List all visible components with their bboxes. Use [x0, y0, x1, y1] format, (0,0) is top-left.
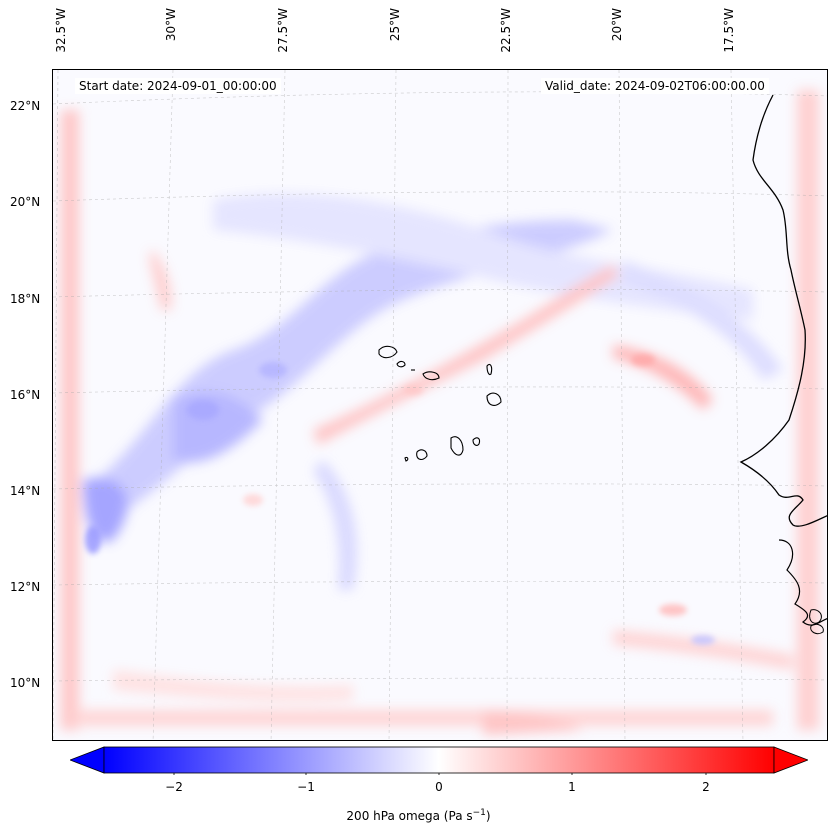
lon-label-27.5w: 27.5°W — [276, 8, 290, 53]
island-boa-vista — [486, 392, 502, 406]
colorbar-body — [103, 746, 775, 774]
island-maio — [472, 437, 481, 446]
colorbar-tick-minus2: −2 — [165, 780, 183, 794]
island-sao-vicente — [396, 360, 406, 368]
lon-label-32.5w: 32.5°W — [54, 8, 68, 53]
right-edge-artifact — [797, 90, 819, 730]
island-sal — [486, 363, 493, 376]
bottom-edge-artifact — [73, 710, 773, 726]
island-santiago — [450, 436, 464, 456]
cape-verde-islands — [378, 345, 502, 462]
valid-date-label: Valid_date: 2024-09-02T06:00:00.00 — [541, 78, 769, 94]
bissagos-island — [809, 609, 822, 624]
island-santo-antao — [378, 345, 398, 359]
colorbar-label-text: 200 hPa omega (Pa s — [346, 809, 473, 823]
lat-label-18n: 18°N — [10, 292, 41, 306]
colorbar-tick-minus1: −1 — [297, 780, 315, 794]
lat-label-14n: 14°N — [10, 484, 41, 498]
island-sao-nicolau — [422, 371, 440, 381]
lat-label-10n: 10°N — [10, 676, 41, 690]
colorbar-label-exponent: −1 — [472, 808, 486, 818]
map-panel — [52, 69, 828, 741]
lat-label-16n: 16°N — [10, 388, 41, 402]
guinea-coast — [778, 539, 827, 626]
colorbar-tick-2: 2 — [702, 780, 710, 794]
lon-label-22.5w: 22.5°W — [499, 8, 513, 53]
colorbar-label-end: ) — [485, 809, 491, 823]
lon-label-25w: 25°W — [388, 8, 402, 42]
lon-label-20w: 20°W — [610, 8, 624, 42]
colorbar-tick-1: 1 — [568, 780, 576, 794]
lon-label-30w: 30°W — [164, 8, 178, 42]
start-date-label: Start date: 2024-09-01_00:00:00 — [75, 78, 281, 94]
colorbar — [68, 745, 810, 777]
colorbar-extend-high — [773, 746, 810, 774]
colorbar-svg — [68, 746, 810, 777]
island-fogo — [416, 449, 428, 461]
colorbar-label: 200 hPa omega (Pa s−1) — [0, 808, 837, 823]
lon-label-17.5w: 17.5°W — [722, 8, 736, 53]
bissagos-island — [810, 623, 824, 635]
omega-field — [53, 70, 827, 740]
colorbar-extend-low — [68, 746, 105, 774]
lat-label-22n: 22°N — [10, 99, 41, 113]
lat-label-20n: 20°N — [10, 195, 41, 209]
left-edge-artifact — [61, 110, 79, 730]
african-coastline — [739, 94, 827, 527]
island-brava — [404, 456, 409, 462]
colorbar-tick-0: 0 — [435, 780, 443, 794]
lat-label-12n: 12°N — [10, 580, 41, 594]
